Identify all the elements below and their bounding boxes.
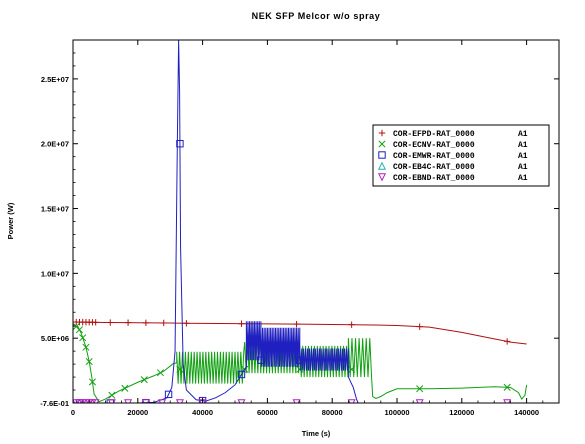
- x-tick-label: 100000: [384, 408, 409, 417]
- y-axis-label: Power (W): [6, 202, 15, 239]
- series-marker: [140, 376, 148, 384]
- series-marker: [503, 383, 511, 391]
- x-tick-label: 0: [71, 408, 75, 417]
- x-tick-label: 80000: [322, 408, 343, 417]
- series-marker: [85, 357, 93, 366]
- series-marker: [160, 319, 167, 327]
- series-marker: [107, 399, 116, 403]
- series-cor-efpd-rat_0000: [73, 318, 527, 345]
- series-marker: [124, 319, 132, 326]
- series-marker: [108, 391, 116, 399]
- y-tick-label: 2.0E+07: [41, 140, 69, 149]
- series-marker: [296, 365, 304, 373]
- series-marker: [348, 321, 355, 328]
- series-marker: [503, 338, 511, 345]
- series-marker: [121, 384, 129, 392]
- x-tick-label: 40000: [192, 408, 213, 417]
- legend-suffix: A1: [518, 141, 528, 150]
- legend-suffix: A1: [518, 130, 528, 139]
- legend-label: COR-ECNV-RAT_0000: [393, 141, 475, 150]
- series-marker: [416, 385, 424, 393]
- legend-label: COR-EBND-RAT_0000: [393, 174, 475, 183]
- series-marker: [75, 326, 84, 334]
- legend-marker: [377, 161, 387, 170]
- series-marker: [107, 319, 114, 326]
- series-marker: [348, 365, 356, 373]
- legend-marker: [378, 140, 386, 148]
- legend-label: COR-EFPD-RAT_0000: [393, 130, 475, 139]
- series-marker: [88, 378, 96, 386]
- series-marker: [238, 320, 245, 327]
- legend-marker: [377, 173, 387, 182]
- series-marker: [347, 399, 356, 403]
- y-tick-label: 1.0E+07: [41, 269, 69, 278]
- series-marker: [257, 356, 265, 364]
- series-marker: [164, 390, 173, 399]
- x-tick-label: 140000: [514, 408, 539, 417]
- series-marker: [158, 399, 167, 403]
- y-tick-label: 2.5E+07: [41, 75, 69, 84]
- series-marker: [416, 323, 423, 330]
- series-marker: [176, 365, 184, 373]
- x-tick-label: 20000: [127, 408, 148, 417]
- series-marker: [183, 320, 190, 327]
- legend-suffix: A1: [518, 163, 528, 172]
- series-marker: [237, 370, 246, 379]
- series-marker: [237, 399, 246, 403]
- series-marker: [175, 399, 184, 403]
- y-tick-label: -7.6E-01: [40, 399, 69, 408]
- series-marker: [296, 356, 304, 364]
- series-marker: [176, 140, 184, 148]
- legend-suffix: A1: [518, 152, 528, 161]
- series-marker: [142, 319, 150, 327]
- plot-area: [73, 40, 559, 403]
- legend-suffix: A1: [518, 174, 528, 183]
- y-tick-label: 5.0E+06: [41, 334, 69, 343]
- x-tick-label: 120000: [449, 408, 474, 417]
- series-marker: [503, 399, 512, 403]
- x-tick-label: 60000: [257, 408, 278, 417]
- series-marker: [156, 369, 165, 377]
- legend-marker: [378, 151, 386, 159]
- series-marker: [293, 320, 300, 328]
- series-marker: [124, 399, 133, 403]
- legend-label: COR-EB4C-RAT_0000: [393, 163, 475, 172]
- series-marker: [79, 334, 87, 342]
- legend-box: [372, 124, 550, 187]
- legend: COR-EFPD-RAT_0000 A1 COR-ECNV-RAT_0000 A1 CO…: [372, 124, 550, 187]
- legend-label: COR-EMWR-RAT_0000: [393, 152, 475, 161]
- x-axis-label: Time (s): [302, 429, 331, 438]
- series-line: [73, 40, 559, 403]
- series-marker: [82, 343, 90, 351]
- series-marker: [292, 399, 301, 403]
- series-marker: [415, 399, 424, 403]
- y-tick-label: 1.5E+07: [41, 205, 69, 214]
- series-marker: [91, 399, 100, 403]
- series-marker: [92, 319, 99, 326]
- chart-title: NEK SFP Melcor w/o spray: [252, 11, 381, 21]
- legend-marker: [378, 129, 386, 137]
- series-marker: [141, 399, 150, 403]
